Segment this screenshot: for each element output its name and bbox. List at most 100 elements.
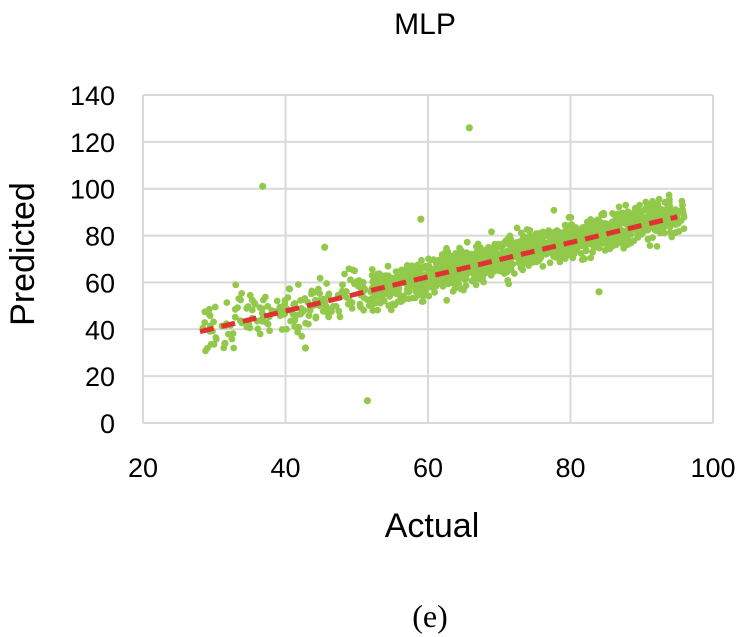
- data-point: [348, 305, 356, 312]
- data-point: [675, 220, 682, 227]
- data-point: [517, 264, 525, 272]
- y-tick-label: 40: [85, 315, 115, 345]
- outlier-point: [221, 339, 229, 347]
- data-point: [374, 306, 381, 314]
- data-point: [211, 303, 219, 311]
- x-tick-label: 20: [128, 453, 158, 483]
- y-tick-label: 120: [70, 128, 115, 158]
- data-point: [539, 263, 547, 270]
- data-point: [437, 276, 445, 284]
- data-point: [323, 280, 330, 287]
- data-point: [386, 285, 394, 293]
- data-point: [315, 285, 322, 293]
- data-point: [368, 266, 376, 273]
- data-point: [228, 335, 236, 343]
- data-point: [522, 241, 530, 249]
- y-tick-label: 140: [70, 81, 115, 111]
- data-point: [260, 296, 267, 304]
- data-point: [283, 325, 290, 333]
- data-point: [680, 225, 688, 233]
- data-point: [680, 213, 688, 221]
- data-point: [246, 291, 254, 299]
- data-point: [653, 243, 661, 250]
- x-tick-label: 80: [555, 453, 585, 483]
- data-point: [602, 234, 609, 242]
- data-point: [360, 294, 368, 302]
- chart-title: MLP: [394, 8, 456, 41]
- data-point: [381, 274, 388, 281]
- outlier-point: [465, 124, 473, 132]
- data-point: [639, 228, 647, 236]
- data-point: [273, 297, 281, 305]
- data-point: [205, 305, 213, 313]
- data-point: [462, 282, 470, 289]
- data-point: [201, 319, 209, 326]
- data-point: [449, 288, 457, 295]
- data-point: [418, 298, 426, 305]
- data-point: [668, 233, 676, 241]
- data-point: [232, 281, 240, 289]
- data-point: [297, 310, 304, 318]
- data-point: [234, 304, 242, 311]
- data-point: [305, 312, 313, 319]
- data-point: [452, 261, 459, 268]
- data-point: [373, 270, 381, 278]
- data-point: [515, 238, 523, 246]
- data-point: [582, 229, 590, 237]
- data-point: [425, 292, 433, 300]
- data-point: [594, 216, 601, 224]
- data-point: [403, 262, 411, 269]
- x-tick-label: 40: [270, 453, 300, 483]
- data-point: [325, 290, 333, 298]
- data-point: [634, 230, 641, 238]
- data-point: [591, 225, 598, 233]
- data-point: [462, 274, 470, 282]
- data-point: [470, 270, 478, 278]
- data-point: [530, 234, 538, 241]
- y-axis-ticks: 0 20 40 60 80 100 120 140: [70, 81, 115, 439]
- grid-lines: [142, 94, 714, 424]
- trend-line: [199, 214, 678, 335]
- data-point: [434, 265, 441, 273]
- data-point: [660, 229, 668, 237]
- data-point: [207, 340, 215, 348]
- y-tick-label: 20: [85, 362, 115, 392]
- data-point: [556, 258, 564, 266]
- data-point: [452, 254, 460, 261]
- data-point: [475, 244, 483, 252]
- data-point: [347, 276, 354, 284]
- data-point: [546, 259, 554, 267]
- data-point: [306, 306, 314, 314]
- data-point: [341, 270, 348, 278]
- data-point: [231, 313, 239, 321]
- data-point: [527, 253, 535, 261]
- data-point: [488, 228, 495, 236]
- data-point: [677, 207, 685, 215]
- data-point: [285, 285, 293, 292]
- data-point: [443, 249, 450, 257]
- data-point: [503, 236, 511, 244]
- y-tick-label: 80: [85, 222, 115, 252]
- data-point: [618, 219, 626, 227]
- outlier-point: [259, 182, 267, 190]
- data-point: [373, 276, 381, 284]
- data-point: [622, 201, 630, 209]
- data-point: [328, 308, 335, 315]
- data-point: [346, 297, 354, 304]
- data-point: [587, 254, 595, 262]
- data-point: [264, 302, 272, 310]
- outlier-point: [417, 215, 425, 223]
- data-point: [230, 344, 238, 352]
- data-point: [632, 204, 639, 212]
- data-point: [387, 306, 395, 314]
- data-point: [308, 290, 315, 298]
- data-point: [678, 197, 686, 205]
- data-point: [225, 330, 232, 338]
- data-point: [300, 296, 308, 303]
- outlier-point: [363, 397, 372, 405]
- data-point: [470, 276, 477, 284]
- data-point: [598, 211, 605, 219]
- data-point: [546, 238, 553, 246]
- data-point: [662, 216, 669, 224]
